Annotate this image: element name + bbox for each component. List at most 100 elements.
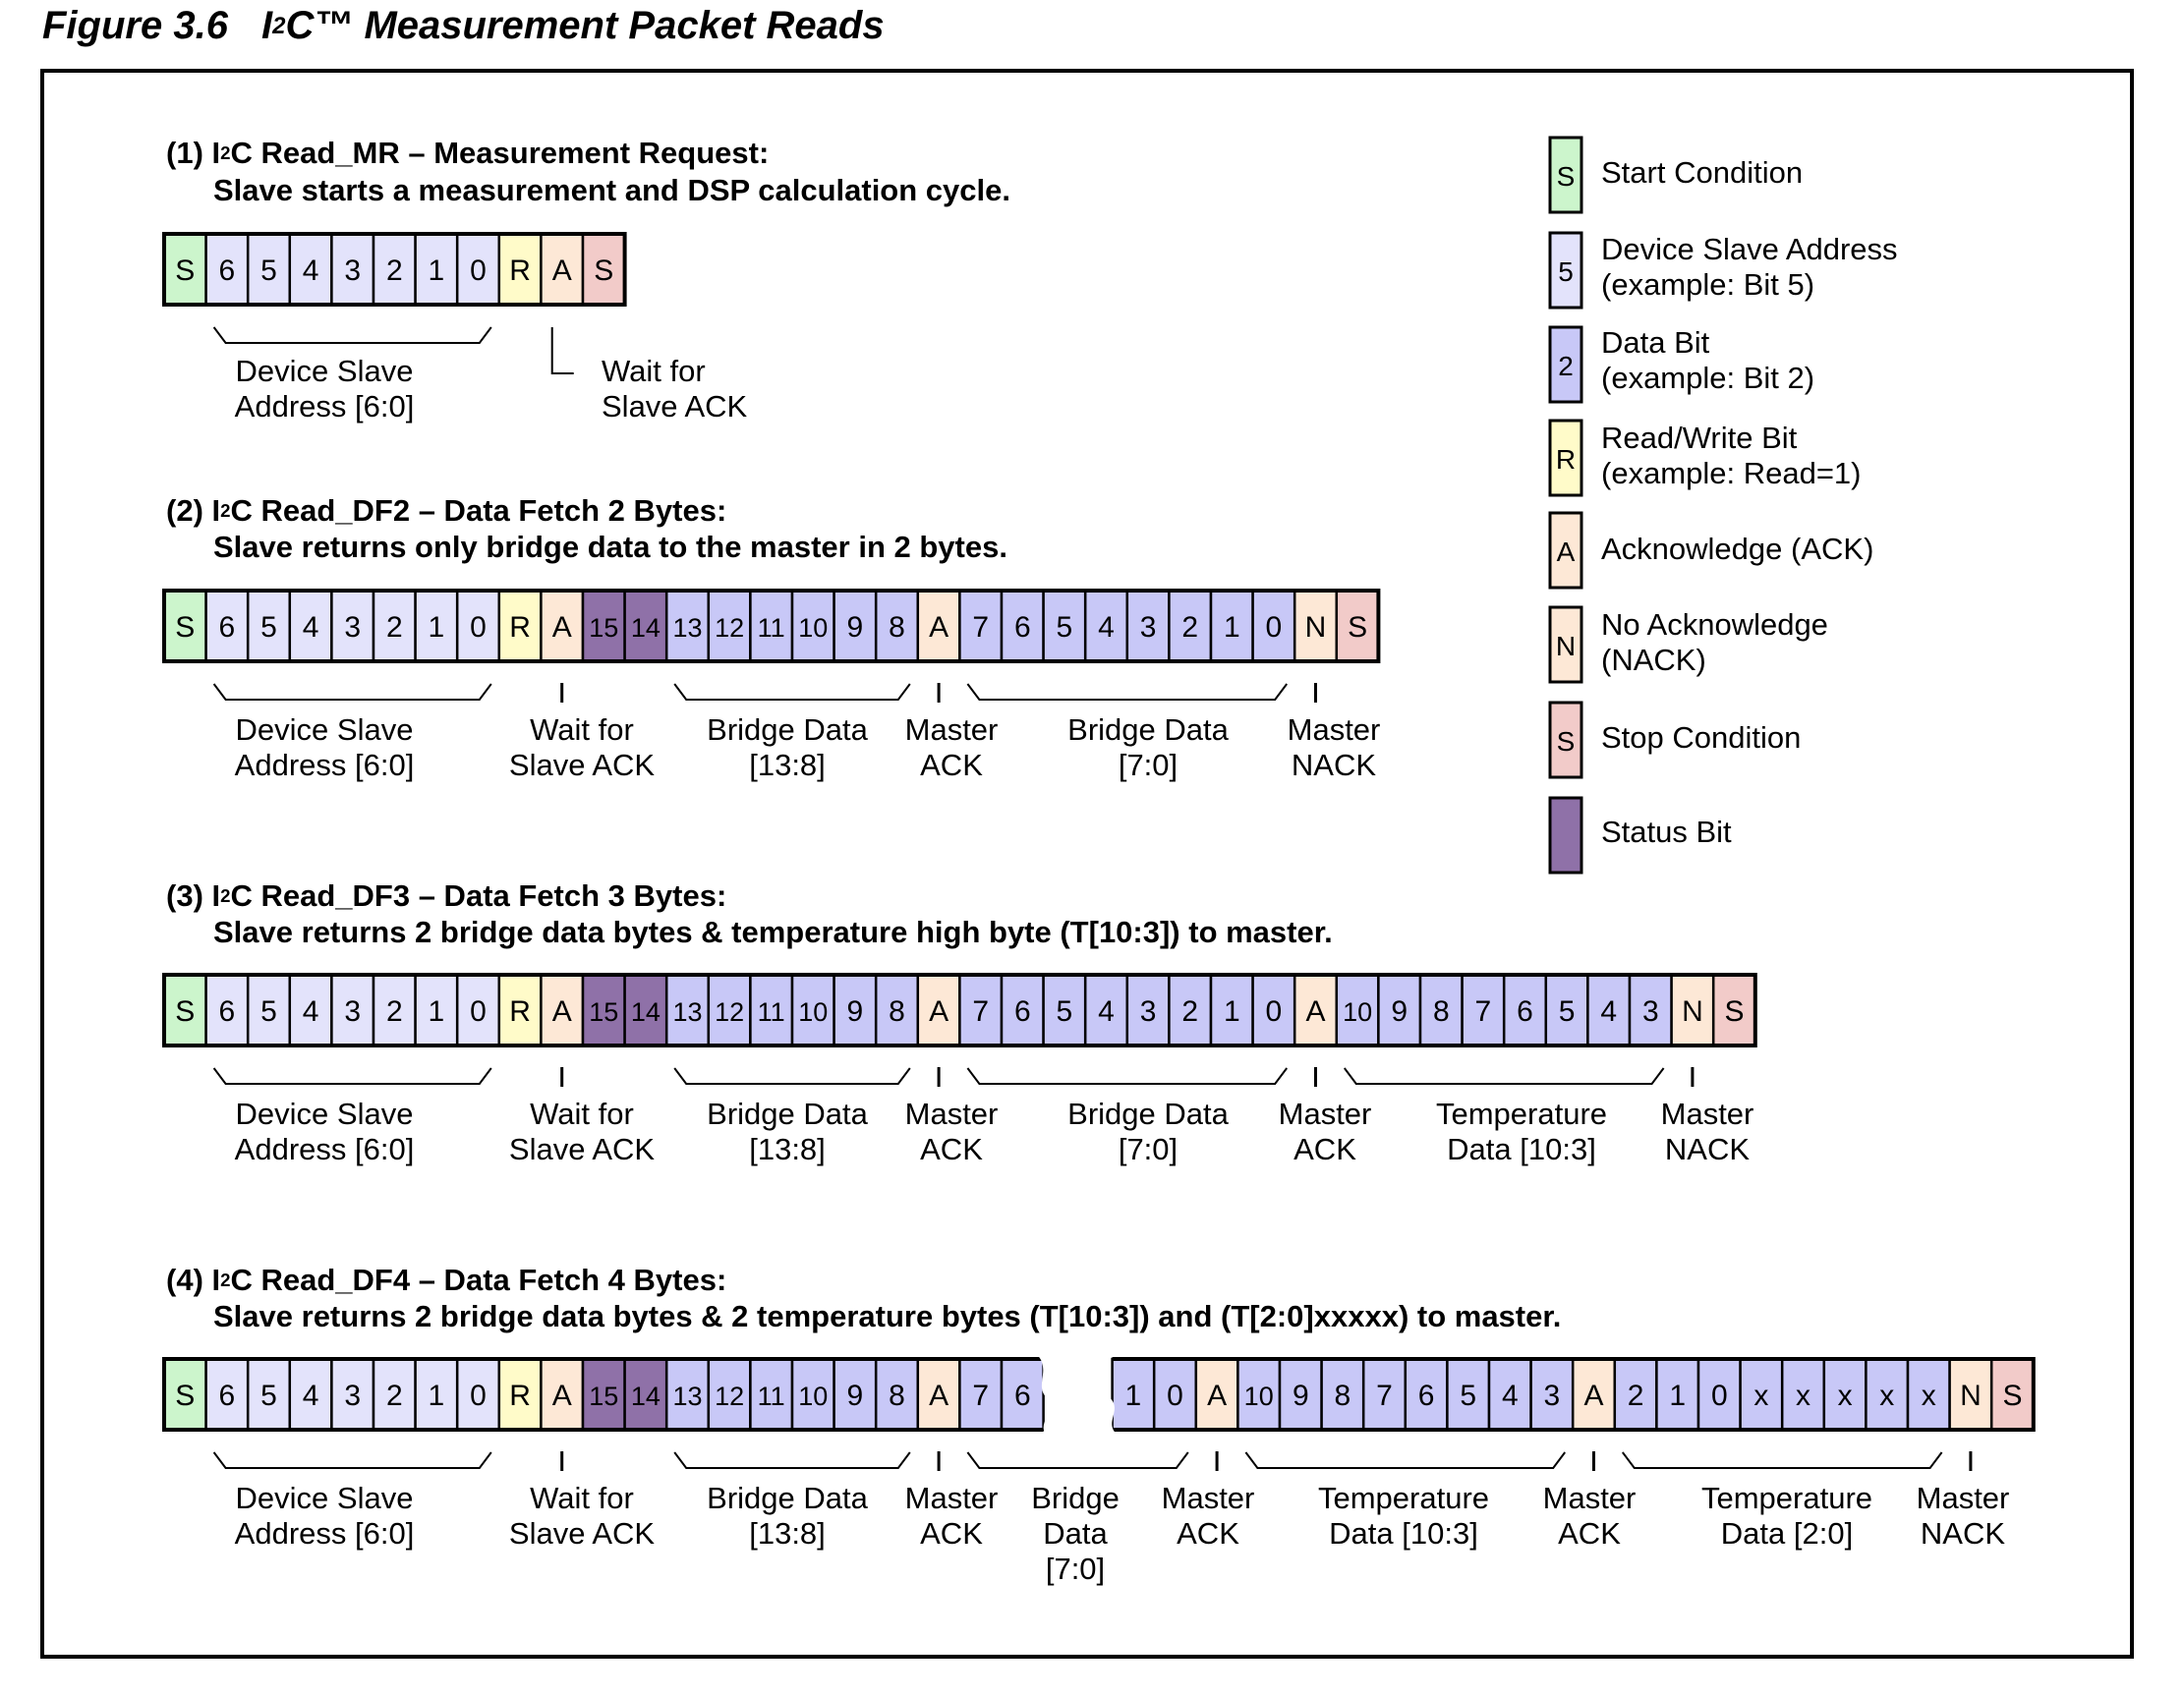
packet-outline-4a — [162, 1357, 1044, 1432]
packet-outline-4b — [1112, 1357, 2036, 1432]
svg-text:S: S — [175, 611, 195, 644]
bit-cell-3-15: 10 — [790, 973, 835, 1047]
legend-swatch-address: 5 — [1548, 231, 1583, 310]
label-master-ack: Master ACK — [904, 1097, 999, 1166]
label-master-ack: Master ACK — [904, 1481, 999, 1551]
bit-cell-2-6: 1 — [414, 589, 459, 663]
svg-text:R: R — [509, 611, 531, 644]
svg-text:A: A — [552, 995, 572, 1028]
svg-text:6: 6 — [1014, 995, 1031, 1028]
svg-text:11: 11 — [758, 613, 785, 643]
svg-text:2: 2 — [1181, 995, 1198, 1028]
bit-cell-1-3: 4 — [288, 232, 333, 307]
svg-text:8: 8 — [1433, 995, 1450, 1028]
svg-text:1: 1 — [429, 254, 445, 287]
bit-cell-4-7: 0 — [455, 1357, 501, 1432]
svg-text:5: 5 — [260, 1380, 277, 1412]
bit-cell-3-9: A — [540, 973, 585, 1047]
bit-cell-3-12: 13 — [664, 973, 711, 1047]
bit-cell-3-10: 15 — [581, 973, 626, 1047]
svg-text:1: 1 — [429, 611, 445, 644]
bit-cell-2-0: S — [162, 589, 207, 663]
svg-text:13: 13 — [672, 1382, 702, 1411]
bit-cell-3-24: 2 — [1168, 973, 1213, 1047]
svg-text:9: 9 — [847, 1380, 864, 1412]
pointer-wait-ack-1 — [550, 327, 574, 374]
legend-swatch-stop: S — [1548, 701, 1583, 779]
packet-outline-2 — [162, 589, 1381, 663]
legend-swatch-rw: R — [1548, 419, 1583, 497]
svg-text:15: 15 — [589, 997, 618, 1027]
bit-cell-1-4: 3 — [330, 232, 375, 307]
svg-text:x: x — [1922, 1380, 1936, 1412]
bit-cell-1-8: R — [497, 232, 543, 307]
bit-cell-2-12: 13 — [664, 589, 711, 663]
svg-text:x: x — [1879, 1380, 1894, 1412]
bit-cell-4-32: A — [1571, 1357, 1617, 1432]
svg-text:14: 14 — [631, 613, 661, 643]
bit-cell-2-21: 5 — [1042, 589, 1087, 663]
section-1-title: (1) I2C Read_MR – Measurement Request: — [166, 136, 770, 170]
bit-cell-4-8: R — [497, 1357, 543, 1432]
svg-text:A: A — [929, 995, 948, 1028]
svg-text:15: 15 — [589, 613, 618, 643]
svg-text:0: 0 — [1266, 611, 1283, 644]
svg-text:9: 9 — [1293, 1380, 1309, 1412]
bit-cell-4-35: 0 — [1696, 1357, 1742, 1432]
svg-text:S: S — [2002, 1380, 2022, 1412]
bit-cell-3-20: 6 — [1000, 973, 1045, 1047]
brace-temp-hi-3 — [1344, 1067, 1665, 1085]
bit-cell-2-15: 10 — [790, 589, 835, 663]
label-master-ack: Master ACK — [1161, 1481, 1255, 1551]
bit-cell-3-13: 12 — [707, 973, 752, 1047]
bit-cell-3-11: 14 — [623, 973, 668, 1047]
brace-temp-lo-4 — [1622, 1451, 1943, 1469]
svg-text:7: 7 — [972, 995, 989, 1028]
svg-text:A: A — [929, 1380, 948, 1412]
bit-cell-2-7: 0 — [455, 589, 501, 663]
legend-swatch-status — [1548, 796, 1583, 875]
section-3-subtitle: Slave returns 2 bridge data bytes & temp… — [213, 915, 1333, 949]
figure-frame — [40, 69, 2134, 1659]
bit-cell-2-27: N — [1293, 589, 1339, 663]
svg-text:6: 6 — [219, 995, 236, 1028]
legend-swatch-start: S — [1548, 136, 1583, 214]
svg-text:2: 2 — [386, 611, 403, 644]
label-device-slave-address: Device Slave Address [6:0] — [234, 354, 415, 424]
bit-cell-2-24: 2 — [1168, 589, 1213, 663]
bit-cell-4-37: x — [1780, 1357, 1826, 1432]
legend-label-status: Status Bit — [1601, 815, 1732, 849]
bit-cell-2-23: 3 — [1125, 589, 1171, 663]
label-bridge-data-7-0: Bridge Data [7:0] — [1067, 712, 1229, 782]
svg-text:12: 12 — [715, 997, 744, 1027]
bit-cell-4-33: 2 — [1613, 1357, 1658, 1432]
bit-cell-4-18: A — [916, 1357, 961, 1432]
brace-bridge-hi-4 — [673, 1451, 911, 1469]
bit-cell-2-3: 4 — [288, 589, 333, 663]
svg-text:8: 8 — [889, 1380, 905, 1412]
label-bridge-data-13-8: Bridge Data [13:8] — [707, 712, 868, 782]
svg-text:5: 5 — [1558, 256, 1574, 287]
bit-cell-1-9: A — [540, 232, 585, 307]
svg-text:A: A — [929, 611, 948, 644]
svg-text:N: N — [1682, 995, 1703, 1028]
svg-text:2: 2 — [1558, 351, 1574, 381]
bit-cell-2-11: 14 — [623, 589, 668, 663]
bit-cell-4-0: S — [162, 1357, 207, 1432]
svg-text:11: 11 — [758, 1382, 785, 1411]
bit-cell-4-25: 9 — [1278, 1357, 1323, 1432]
bit-cell-2-13: 12 — [707, 589, 752, 663]
svg-text:A: A — [552, 1380, 572, 1412]
svg-text:9: 9 — [847, 995, 864, 1028]
svg-text:A: A — [1305, 995, 1325, 1028]
bit-cell-3-35: 3 — [1628, 973, 1673, 1047]
bit-cell-4-31: 3 — [1529, 1357, 1575, 1432]
bit-cell-3-31: 7 — [1461, 973, 1506, 1047]
label-bridge-data-7-0: Bridge Data [7:0] — [1031, 1481, 1120, 1586]
bit-cell-2-18: A — [916, 589, 961, 663]
svg-text:13: 13 — [672, 997, 702, 1027]
legend-label-stop: Stop Condition — [1601, 720, 1802, 755]
bit-cell-4-10: 15 — [581, 1357, 626, 1432]
label-temperature-data-2-0: Temperature Data [2:0] — [1700, 1481, 1873, 1551]
bit-cell-3-34: 4 — [1586, 973, 1632, 1047]
